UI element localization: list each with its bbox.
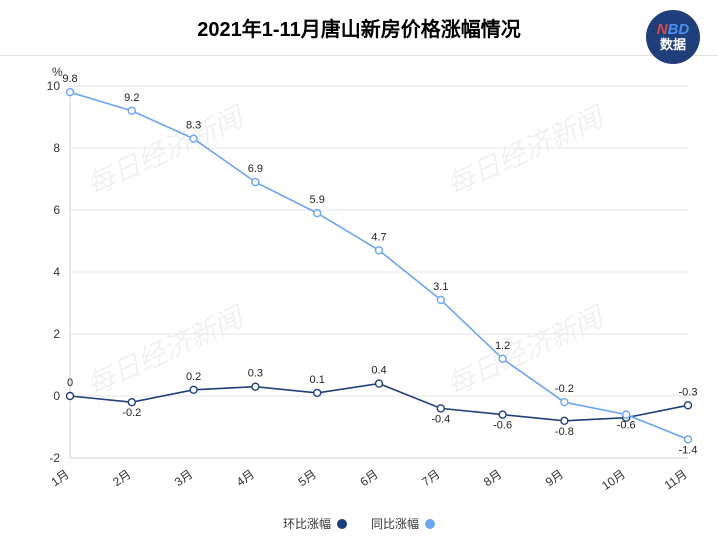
svg-text:0.2: 0.2: [186, 371, 201, 383]
svg-text:0.4: 0.4: [371, 365, 386, 377]
svg-text:0: 0: [67, 377, 73, 389]
svg-text:4.7: 4.7: [371, 231, 386, 243]
chart-legend: 环比涨幅 同比涨幅: [0, 515, 718, 532]
svg-text:3月: 3月: [172, 467, 195, 489]
svg-text:10: 10: [47, 79, 61, 93]
svg-text:10月: 10月: [599, 467, 628, 493]
legend-item-mom: 环比涨幅: [283, 515, 347, 532]
svg-text:0: 0: [53, 389, 60, 403]
svg-text:2: 2: [53, 327, 60, 341]
svg-text:-0.3: -0.3: [679, 386, 698, 398]
line-chart-svg: -2 0 2 4 6 8 10% 1月 2月 3月 4月 5月 6月 7月 8月 9月 10月 11月 0 -0.2 0…: [0, 56, 718, 508]
svg-text:1月: 1月: [48, 467, 71, 489]
svg-text:-0.6: -0.6: [493, 420, 512, 432]
svg-text:-1.4: -1.4: [679, 444, 698, 456]
svg-text:6.9: 6.9: [248, 163, 263, 175]
svg-text:6: 6: [53, 203, 60, 217]
svg-text:%: %: [52, 65, 63, 79]
svg-text:-0.2: -0.2: [122, 407, 141, 419]
svg-text:7月: 7月: [419, 467, 442, 489]
svg-text:-0.4: -0.4: [431, 413, 450, 425]
svg-text:9月: 9月: [543, 467, 566, 489]
svg-text:8月: 8月: [481, 467, 504, 489]
chart-title: 2021年1-11月唐山新房价格涨幅情况: [197, 13, 520, 42]
chart-area: -2 0 2 4 6 8 10% 1月 2月 3月 4月 5月 6月 7月 8月 9月 10月 11月 0 -0.2 0…: [0, 56, 718, 508]
svg-text:0.1: 0.1: [310, 374, 325, 386]
svg-text:0.3: 0.3: [248, 368, 263, 380]
legend-dot-icon: [337, 519, 347, 529]
svg-text:4: 4: [53, 265, 60, 279]
chart-header: 2021年1-11月唐山新房价格涨幅情况 NBD 数据: [0, 0, 718, 56]
svg-text:8.3: 8.3: [186, 120, 201, 132]
svg-text:9.8: 9.8: [62, 73, 77, 85]
svg-text:4月: 4月: [234, 467, 257, 489]
svg-text:5.9: 5.9: [310, 194, 325, 206]
legend-item-yoy: 同比涨幅: [371, 515, 435, 532]
svg-text:2月: 2月: [110, 467, 133, 489]
svg-text:6月: 6月: [357, 467, 380, 489]
svg-text:-0.6: -0.6: [617, 420, 636, 432]
legend-label-mom: 环比涨幅: [283, 515, 331, 532]
legend-dot-icon: [425, 519, 435, 529]
svg-text:3.1: 3.1: [433, 281, 448, 293]
svg-text:8: 8: [53, 141, 60, 155]
svg-text:9.2: 9.2: [124, 92, 139, 104]
badge-line1: NBD: [657, 22, 690, 38]
svg-text:-0.2: -0.2: [555, 383, 574, 395]
svg-text:1.2: 1.2: [495, 340, 510, 352]
svg-text:5月: 5月: [296, 467, 319, 489]
badge-line2: 数据: [660, 38, 686, 52]
svg-text:11月: 11月: [662, 467, 690, 493]
svg-text:-2: -2: [49, 451, 60, 465]
svg-text:-0.8: -0.8: [555, 426, 574, 438]
legend-label-yoy: 同比涨幅: [371, 515, 419, 532]
